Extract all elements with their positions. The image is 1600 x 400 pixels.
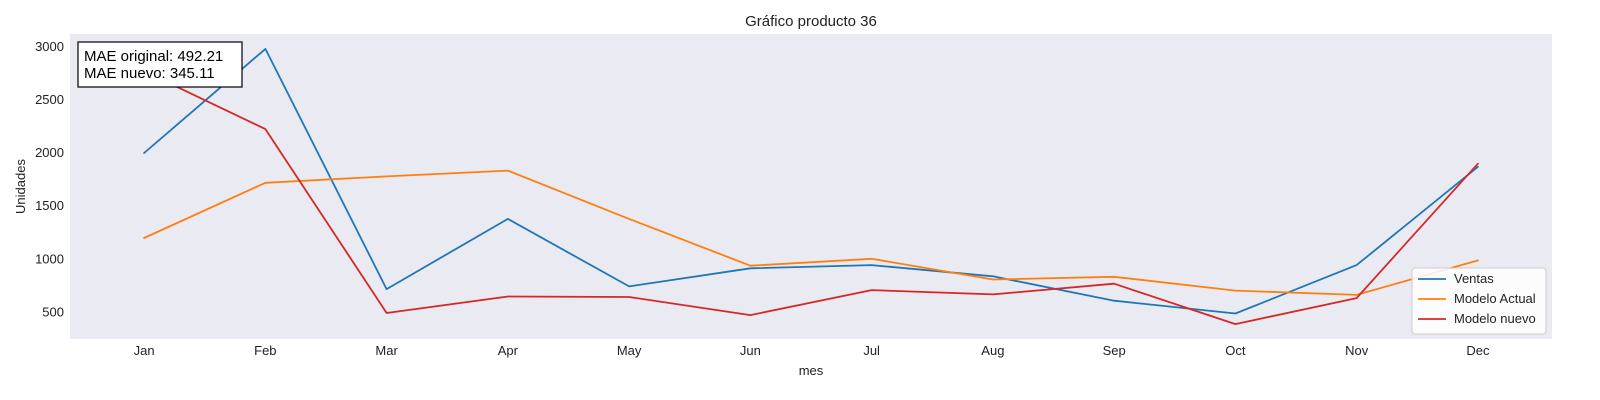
- x-tick-label: Jun: [740, 343, 761, 358]
- annotation-mae-nuevo: MAE nuevo: 345.11: [84, 65, 215, 82]
- y-tick-label: 2500: [35, 92, 64, 107]
- y-axis: 500 1000 1500 2000 2500 3000: [35, 39, 64, 320]
- y-axis-label: Unidades: [13, 159, 28, 214]
- series-line-ventas: [143, 48, 1479, 315]
- annotation-mae-original: MAE original: 492.21: [84, 48, 223, 65]
- chart-title: Gráfico producto 36: [745, 13, 877, 30]
- x-tick-label: May: [617, 343, 642, 358]
- annotation-box: [77, 41, 243, 88]
- x-tick-label: Nov: [1345, 343, 1369, 358]
- plot-area: [70, 34, 1552, 339]
- series-lines: [143, 48, 1479, 326]
- legend-label: Modelo Actual: [1454, 291, 1536, 306]
- y-tick-label: 500: [42, 304, 64, 319]
- x-tick-label: Dec: [1466, 343, 1490, 358]
- legend-label: Ventas: [1454, 271, 1494, 286]
- legend-label: Modelo nuevo: [1454, 311, 1536, 326]
- legend: Ventas Modelo Actual Modelo nuevo: [1411, 267, 1547, 335]
- y-tick-label: 1000: [35, 251, 64, 266]
- x-tick-label: Jul: [863, 343, 880, 358]
- x-tick-label: Sep: [1103, 343, 1126, 358]
- x-tick-label: Apr: [498, 343, 519, 358]
- y-tick-label: 3000: [35, 39, 64, 54]
- x-tick-label: Oct: [1225, 343, 1246, 358]
- x-axis: Jan Feb Mar Apr May Jun Jul Aug Sep Oct Nov Dec: [134, 343, 1490, 358]
- x-tick-label: Feb: [254, 343, 276, 358]
- series-line-modelo-nuevo: [143, 70, 1479, 326]
- y-tick-label: 2000: [35, 145, 64, 160]
- legend-box: [1411, 267, 1547, 335]
- series-line-modelo-actual: [143, 169, 1479, 296]
- x-tick-label: Aug: [981, 343, 1004, 358]
- x-axis-label: mes: [799, 363, 824, 378]
- mae-annotation: MAE original: 492.21 MAE nuevo: 345.11: [77, 41, 243, 88]
- x-tick-label: Mar: [375, 343, 398, 358]
- y-tick-label: 1500: [35, 198, 64, 213]
- x-tick-label: Jan: [134, 343, 155, 358]
